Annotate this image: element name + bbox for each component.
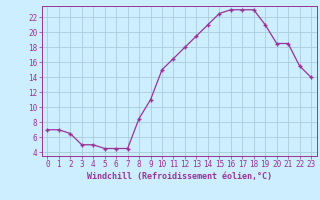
X-axis label: Windchill (Refroidissement éolien,°C): Windchill (Refroidissement éolien,°C) <box>87 172 272 181</box>
